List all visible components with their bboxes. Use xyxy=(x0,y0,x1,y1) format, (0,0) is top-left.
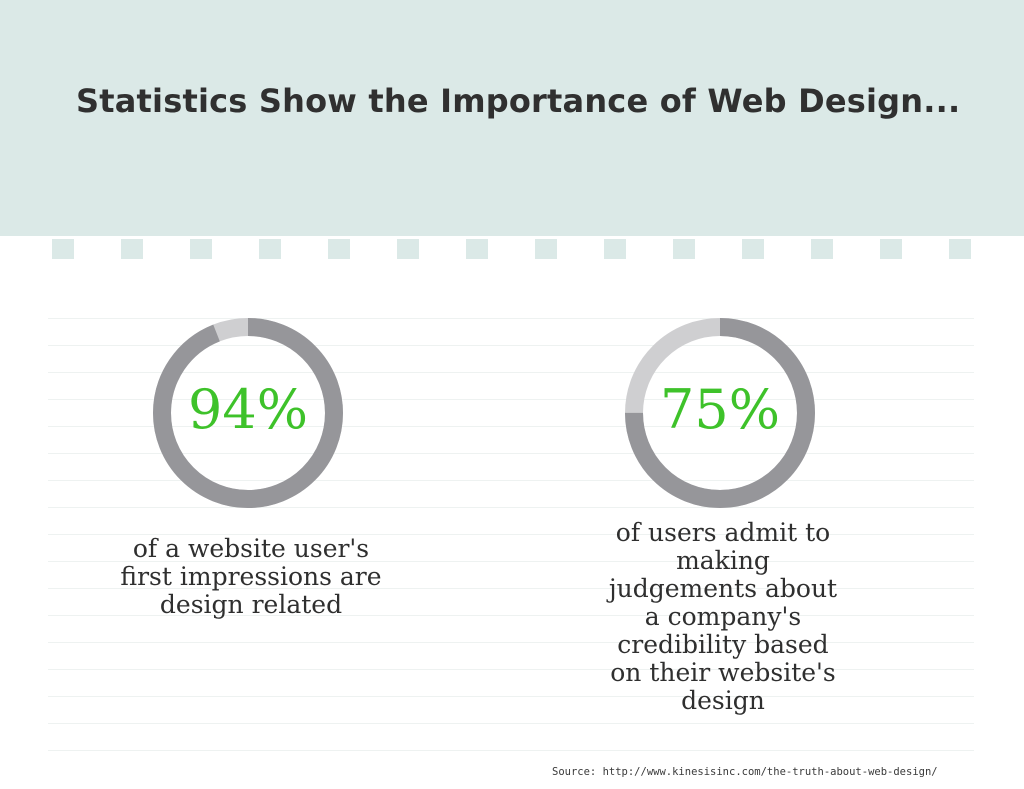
ring-percent-arc xyxy=(625,318,815,508)
stat-caption-first-impressions: of a website user's first impressions ar… xyxy=(98,535,404,619)
caption-line: credibility based xyxy=(617,630,829,659)
notebook-tab xyxy=(259,239,281,259)
percent-value: 94% xyxy=(187,378,309,441)
caption-line: of users admit to xyxy=(615,518,831,547)
donut-ring xyxy=(625,318,815,508)
source-citation: Source: http://www.kinesisinc.com/the-tr… xyxy=(552,766,938,778)
caption-line: design related xyxy=(159,590,343,619)
notebook-tab xyxy=(52,239,74,259)
notebook-tab xyxy=(190,239,212,259)
ruled-line xyxy=(48,318,974,319)
caption-line: of a website user's xyxy=(132,534,370,563)
ruled-line xyxy=(48,534,974,535)
ruled-line xyxy=(48,588,974,589)
notebook-tab xyxy=(811,239,833,259)
donut-ring xyxy=(153,318,343,508)
caption-line: making xyxy=(676,546,770,575)
ruled-line xyxy=(48,669,974,670)
caption-line: judgements about xyxy=(608,574,838,603)
ruled-line xyxy=(48,723,974,724)
stat-caption-credibility: of users admit to making judgements abou… xyxy=(570,519,876,715)
ruled-line xyxy=(48,480,974,481)
caption-line: design xyxy=(681,686,765,715)
caption-line: on their website's xyxy=(610,658,836,687)
notebook-tab xyxy=(328,239,350,259)
notebook-tab xyxy=(949,239,971,259)
notebook-tabs xyxy=(0,236,1024,266)
percent-value: 75% xyxy=(659,378,781,441)
notebook-tab xyxy=(673,239,695,259)
ruled-line xyxy=(48,426,974,427)
ruled-line xyxy=(48,696,974,697)
notebook-tab xyxy=(121,239,143,259)
ruled-lines xyxy=(48,300,974,780)
ruled-line xyxy=(48,507,974,508)
caption-line: first impressions are xyxy=(120,562,382,591)
notebook-tab xyxy=(397,239,419,259)
notebook-tab xyxy=(742,239,764,259)
ring-percent-arc xyxy=(153,318,343,508)
page-title: Statistics Show the Importance of Web De… xyxy=(76,82,961,120)
caption-line: a company's xyxy=(644,602,802,631)
notebook-tab xyxy=(466,239,488,259)
header-band xyxy=(0,0,1024,236)
notebook-tab xyxy=(535,239,557,259)
ruled-line xyxy=(48,750,974,751)
ruled-line xyxy=(48,453,974,454)
ruled-line xyxy=(48,372,974,373)
ruled-line xyxy=(48,615,974,616)
notebook-tab xyxy=(604,239,626,259)
ruled-line xyxy=(48,642,974,643)
ruled-line xyxy=(48,399,974,400)
ruled-line xyxy=(48,561,974,562)
notebook-tab xyxy=(880,239,902,259)
ruled-line xyxy=(48,345,974,346)
